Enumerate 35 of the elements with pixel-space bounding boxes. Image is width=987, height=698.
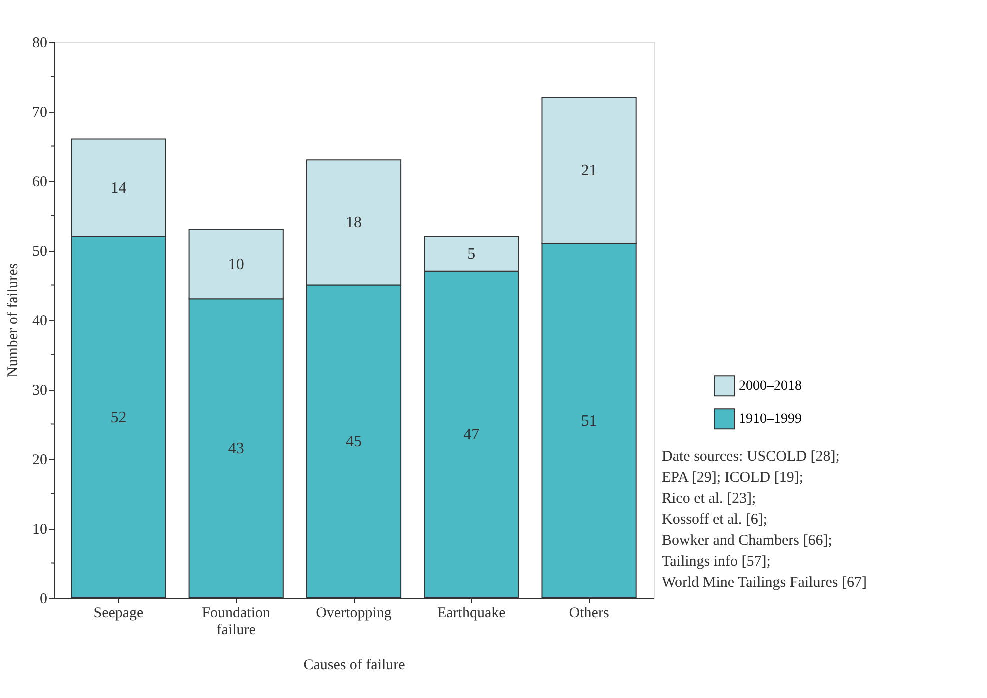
y-tick-label: 40 (32, 314, 48, 330)
data-label: 51 (581, 412, 598, 430)
x-tick-label: Overtopping (316, 606, 392, 622)
y-tick-label: 80 (32, 36, 48, 52)
y-tick-label: 20 (32, 452, 48, 468)
y-tick-label: 50 (32, 244, 48, 260)
data-label: 52 (110, 409, 127, 426)
data-label: 21 (581, 162, 598, 180)
data-label: 14 (110, 180, 127, 197)
text: EPA [29]; ICOLD [19]; (662, 470, 804, 486)
x-axis-title: Causes of failure (304, 658, 406, 674)
x-tick-label: Seepage (94, 606, 144, 622)
data-label: 45 (346, 434, 362, 451)
data-label: 18 (346, 214, 362, 232)
text: Bowker and Chambers [66]; (662, 533, 832, 550)
y-tick-label: 10 (32, 522, 48, 538)
data-label: 47 (464, 426, 480, 444)
legend-label: 1910–1999 (739, 412, 802, 428)
text: Date sources: USCOLD [28]; (662, 449, 840, 466)
y-tick-label: 60 (32, 174, 48, 190)
text: Rico et al. [23]; (662, 491, 756, 508)
text: World Mine Tailings Failures [67] (662, 575, 867, 592)
text: Kossoff et al. [6]; (662, 512, 768, 528)
data-label: 5 (468, 246, 476, 263)
text: Tailings info [57]; (662, 554, 771, 570)
x-tick-label: Foundation failure (202, 606, 272, 638)
legend-label: 2000–2018 (739, 379, 802, 394)
y-tick-label: 70 (32, 105, 48, 121)
y-axis-title: Number of failures (6, 263, 22, 378)
data-label: 43 (228, 440, 244, 458)
x-tick-label: Others (569, 606, 610, 622)
y-tick-label: 0 (40, 592, 48, 608)
data-label: 10 (228, 256, 244, 274)
y-tick-label: 30 (32, 383, 48, 399)
x-tick-label: Earthquake (437, 606, 506, 622)
